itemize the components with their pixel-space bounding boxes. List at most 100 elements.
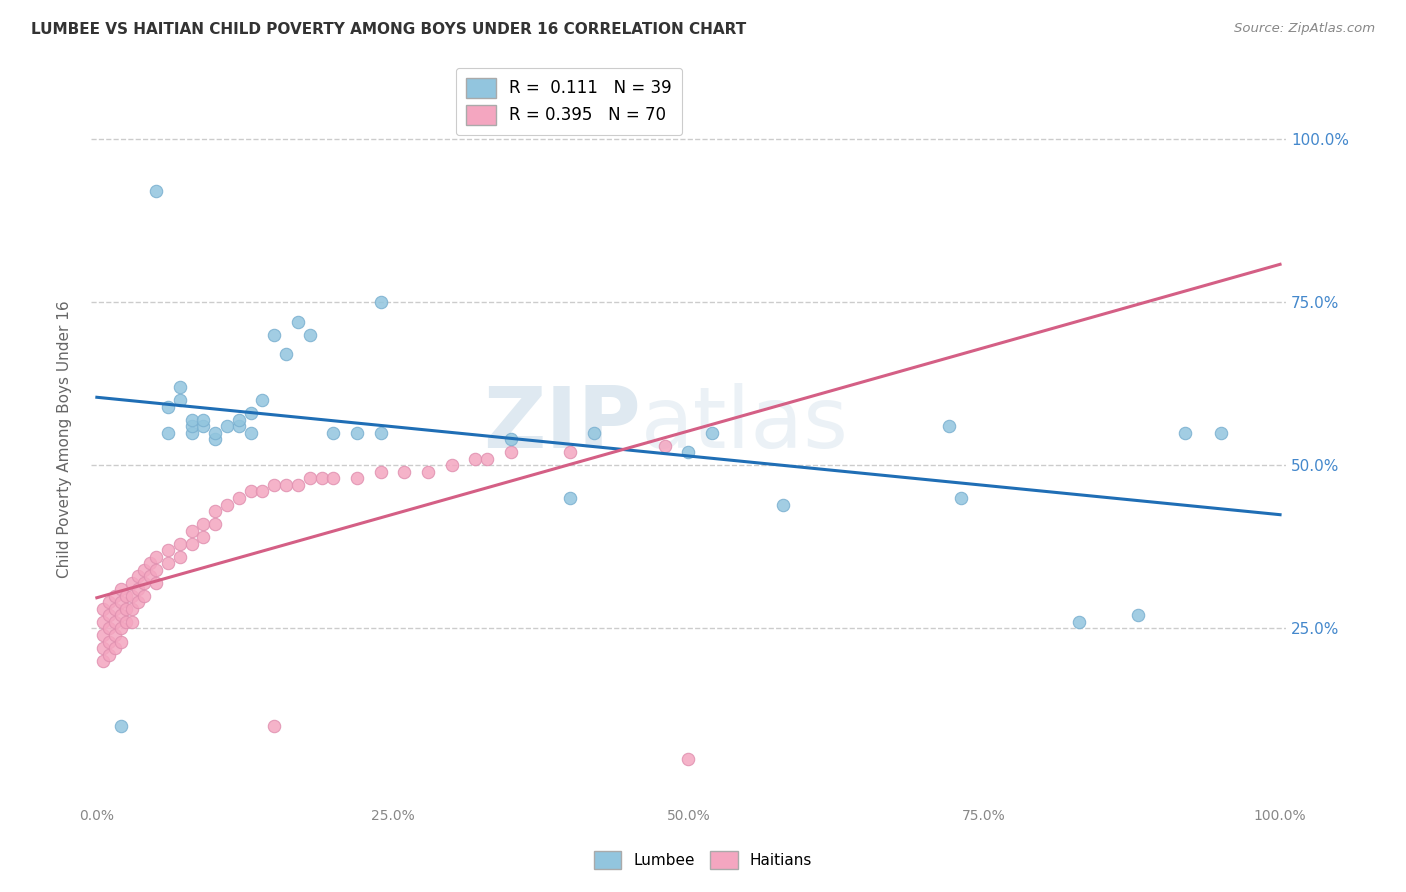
Point	[97, 608, 120, 623]
Point	[169, 380, 191, 394]
Point	[311, 471, 333, 485]
Point	[127, 595, 149, 609]
Point	[464, 451, 486, 466]
Point	[252, 484, 274, 499]
Point	[477, 451, 499, 466]
Point	[156, 425, 179, 440]
Point	[169, 549, 191, 564]
Point	[263, 719, 285, 733]
Point	[127, 569, 149, 583]
Point	[322, 471, 344, 485]
Legend: Lumbee, Haitians: Lumbee, Haitians	[588, 845, 818, 875]
Point	[370, 295, 392, 310]
Point	[156, 556, 179, 570]
Point	[228, 413, 250, 427]
Point	[346, 471, 368, 485]
Point	[772, 498, 794, 512]
Point	[110, 595, 132, 609]
Point	[678, 445, 700, 459]
Point	[276, 478, 298, 492]
Point	[110, 719, 132, 733]
Point	[97, 634, 120, 648]
Point	[1174, 425, 1197, 440]
Point	[204, 425, 226, 440]
Point	[263, 327, 285, 342]
Point	[97, 622, 120, 636]
Point	[110, 634, 132, 648]
Point	[204, 517, 226, 532]
Point	[104, 628, 127, 642]
Point	[499, 445, 522, 459]
Point	[499, 432, 522, 446]
Point	[370, 465, 392, 479]
Point	[700, 425, 723, 440]
Point	[115, 589, 138, 603]
Point	[169, 393, 191, 408]
Point	[104, 641, 127, 656]
Point	[110, 622, 132, 636]
Point	[204, 432, 226, 446]
Point	[180, 524, 202, 538]
Point	[110, 582, 132, 597]
Point	[263, 478, 285, 492]
Point	[287, 315, 309, 329]
Point	[394, 465, 416, 479]
Point	[180, 425, 202, 440]
Point	[298, 327, 321, 342]
Point	[104, 615, 127, 629]
Point	[276, 347, 298, 361]
Text: LUMBEE VS HAITIAN CHILD POVERTY AMONG BOYS UNDER 16 CORRELATION CHART: LUMBEE VS HAITIAN CHILD POVERTY AMONG BO…	[31, 22, 747, 37]
Point	[1126, 608, 1149, 623]
Point	[298, 471, 321, 485]
Point	[91, 602, 114, 616]
Point	[169, 536, 191, 550]
Point	[239, 425, 262, 440]
Point	[97, 648, 120, 662]
Point	[139, 556, 162, 570]
Point	[370, 425, 392, 440]
Point	[104, 602, 127, 616]
Point	[115, 615, 138, 629]
Point	[1209, 425, 1232, 440]
Point	[145, 575, 167, 590]
Y-axis label: Child Poverty Among Boys Under 16: Child Poverty Among Boys Under 16	[58, 301, 72, 578]
Point	[180, 413, 202, 427]
Point	[110, 608, 132, 623]
Point	[97, 595, 120, 609]
Point	[180, 419, 202, 434]
Point	[678, 752, 700, 766]
Point	[558, 491, 581, 505]
Point	[654, 439, 676, 453]
Point	[440, 458, 463, 473]
Point	[938, 419, 960, 434]
Point	[193, 530, 215, 544]
Point	[91, 641, 114, 656]
Point	[193, 413, 215, 427]
Point	[193, 419, 215, 434]
Point	[252, 393, 274, 408]
Point	[91, 628, 114, 642]
Point	[322, 425, 344, 440]
Point	[239, 406, 262, 420]
Point	[145, 563, 167, 577]
Point	[239, 484, 262, 499]
Point	[287, 478, 309, 492]
Point	[115, 602, 138, 616]
Point	[134, 563, 156, 577]
Point	[156, 543, 179, 558]
Point	[121, 575, 143, 590]
Point	[121, 615, 143, 629]
Text: Source: ZipAtlas.com: Source: ZipAtlas.com	[1234, 22, 1375, 36]
Point	[145, 549, 167, 564]
Text: ZIP: ZIP	[482, 384, 641, 467]
Point	[91, 615, 114, 629]
Point	[156, 400, 179, 414]
Point	[228, 419, 250, 434]
Point	[139, 569, 162, 583]
Point	[949, 491, 972, 505]
Point	[193, 517, 215, 532]
Point	[91, 654, 114, 668]
Point	[558, 445, 581, 459]
Legend: R =  0.111   N = 39, R = 0.395   N = 70: R = 0.111 N = 39, R = 0.395 N = 70	[456, 68, 682, 135]
Point	[204, 504, 226, 518]
